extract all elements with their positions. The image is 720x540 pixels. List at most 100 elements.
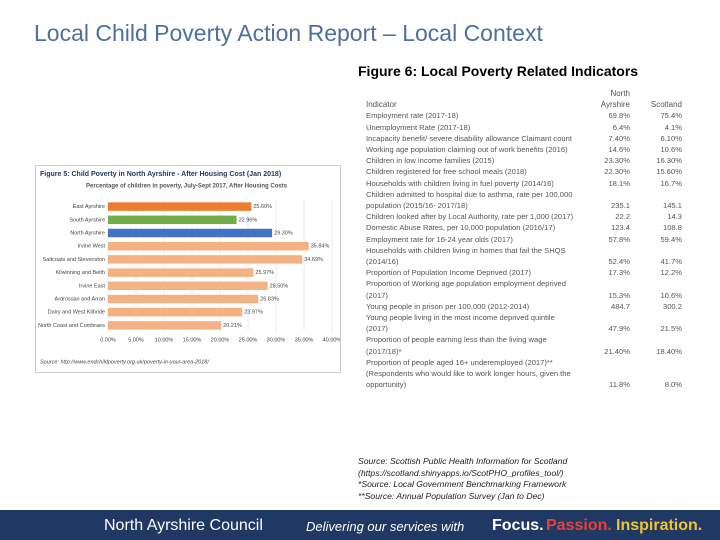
bar — [108, 307, 243, 317]
table-row: Employment rate for 16-24 year olds (201… — [364, 234, 684, 245]
value-label: 29.30% — [274, 230, 293, 236]
indicator: Unemployment Rate (2017-18) — [366, 122, 471, 132]
table-value: 18.1% — [608, 178, 630, 188]
table-value: 11.8% — [609, 380, 630, 390]
table-value: 69.8% — [608, 111, 630, 121]
embedded-chart: Figure 5: Child Poverty in North Ayrshir… — [35, 165, 341, 373]
indicator: Proportion of people earning less than t… — [366, 335, 547, 356]
category-label: North Ayrshire — [70, 230, 105, 236]
table-value: 23.30% — [604, 156, 630, 166]
figure-title: Figure 6: Local Poverty Related Indicato… — [358, 63, 639, 79]
source-line: *Source: Local Government Benchmarking F… — [358, 479, 567, 489]
indicator: Incapacity benefit/ severe disability al… — [366, 133, 572, 143]
bar — [108, 268, 254, 277]
category-label: Dalry and West Kilbride — [48, 310, 105, 316]
table-value: 235.1 — [610, 201, 630, 211]
indicator: Households with children living in fuel … — [366, 178, 554, 188]
footer: North Ayrshire Council Delivering our se… — [0, 510, 720, 540]
column-header: North Ayrshire — [600, 89, 630, 110]
x-tick-label: 20.00% — [211, 337, 230, 343]
x-tick-label: 40.00% — [323, 337, 341, 343]
table-row: Proportion of people aged 16+ underemplo… — [364, 357, 684, 391]
table-row: Working age population claiming out of w… — [364, 144, 684, 155]
table-value: 75.4% — [660, 111, 682, 121]
table-value: 6.10% — [660, 133, 682, 143]
x-tick-label: 30.00% — [267, 337, 286, 343]
table-value: 484.7 — [610, 301, 630, 311]
category-label: Saltcoats and Stevenston — [43, 257, 105, 263]
indicator: Children in low income families (2015) — [366, 156, 495, 166]
value-label: 20.21% — [223, 323, 242, 329]
focus: Focus. — [492, 517, 544, 534]
table-value: 16.7% — [660, 178, 682, 188]
bar — [108, 321, 222, 330]
indicator: Young people in prison per 100,000 (2012… — [366, 301, 530, 311]
table-value: 145.1 — [662, 201, 682, 211]
x-tick-label: 10.00% — [155, 337, 174, 343]
indicator: Domestic Abuse Rates, per 10,000 populat… — [366, 223, 556, 233]
table-row: Children admitted to hospital due to ast… — [364, 189, 684, 211]
table-row: Proportion of Population Income Deprived… — [364, 267, 684, 278]
header-row: Indicator North Ayrshire Scotland — [364, 88, 684, 110]
indicator: Employment rate (2017-18) — [366, 111, 459, 121]
table-value: 22.30% — [604, 167, 630, 177]
table-row: Households with children living in homes… — [364, 245, 684, 267]
table-value: 16.30% — [656, 156, 682, 166]
table-value: 47.9% — [608, 324, 630, 334]
table-value: 18.40% — [656, 346, 682, 356]
value-label: 23.97% — [244, 310, 263, 316]
table-row: Children looked after by Local Authority… — [364, 211, 684, 222]
category-label: North Coast and Cumbraes — [38, 323, 105, 329]
table-value: 57.8% — [608, 234, 630, 244]
passion: Passion. — [546, 517, 612, 534]
table-value: 52.4% — [608, 257, 630, 267]
value-label: 28.50% — [270, 283, 289, 289]
indicator: Proportion of people aged 16+ underemplo… — [366, 357, 571, 390]
table-row: Children registered for free school meal… — [364, 166, 684, 177]
chart-source: Source: http://www.endchildpoverty.org.u… — [40, 359, 209, 365]
x-tick-label: 25.00% — [239, 337, 258, 343]
table-value: 12.2% — [660, 268, 682, 278]
indicator: Children looked after by Local Authority… — [366, 212, 574, 222]
indicator: Households with children living in homes… — [366, 245, 566, 267]
bar — [108, 215, 237, 225]
indicator: Children registered for free school meal… — [366, 167, 527, 177]
source-line: (https://scotland.shinyapps.io/ScotPHO_p… — [358, 467, 564, 478]
column-header: Indicator — [366, 100, 397, 110]
table-value: 14.3 — [667, 212, 682, 222]
table-value: 10.6% — [660, 145, 682, 155]
category-label: Irvine East — [79, 283, 105, 289]
value-label: 25.60% — [253, 204, 272, 210]
bar — [108, 241, 309, 251]
table-row: Employment rate (2017-18) 69.8% 75.4% — [364, 110, 684, 121]
indicator: Proportion of Population Income Deprived… — [366, 268, 532, 278]
value-label: 25.97% — [255, 270, 274, 276]
chart-title: Figure 5: Child Poverty in North Ayrshir… — [40, 171, 281, 178]
org-name: North Ayrshire Council — [104, 517, 263, 534]
category-label: Kilwinning and Beith — [55, 270, 105, 276]
category-label: Irvine West — [78, 244, 106, 250]
value-label: 35.84% — [311, 244, 330, 250]
indicator-table: Indicator North Ayrshire Scotland Employmen… — [364, 88, 684, 390]
inspiration: Inspiration. — [616, 517, 703, 534]
indicator: Proportion of Working age population emp… — [366, 279, 566, 300]
source-line: **Source: Annual Population Survey (Jan … — [358, 490, 545, 501]
table-value: 15.60% — [656, 167, 682, 177]
column-header: Scotland — [650, 100, 682, 110]
table-value: 6.4% — [612, 122, 630, 132]
indicator: Young people living in the most income d… — [366, 313, 555, 334]
table-row: Proportion of Working age population emp… — [364, 278, 684, 300]
indicator: Working age population claiming out of w… — [366, 145, 568, 155]
indicator: Children admitted to hospital due to ast… — [366, 189, 573, 211]
source-line: Source: Scottish Public Health Informati… — [358, 456, 568, 466]
table-value: 108.8 — [662, 223, 682, 233]
x-tick-label: 35.00% — [295, 337, 314, 343]
slide-title: Local Child Poverty Action Report – Loca… — [34, 20, 543, 46]
x-tick-label: 0.00% — [100, 337, 116, 343]
table-value: 123.4 — [610, 223, 630, 233]
table-value: 4.1% — [664, 122, 682, 132]
table-value: 41.7% — [660, 257, 682, 267]
bar — [108, 294, 259, 304]
table-row: Domestic Abuse Rates, per 10,000 populat… — [364, 222, 684, 233]
